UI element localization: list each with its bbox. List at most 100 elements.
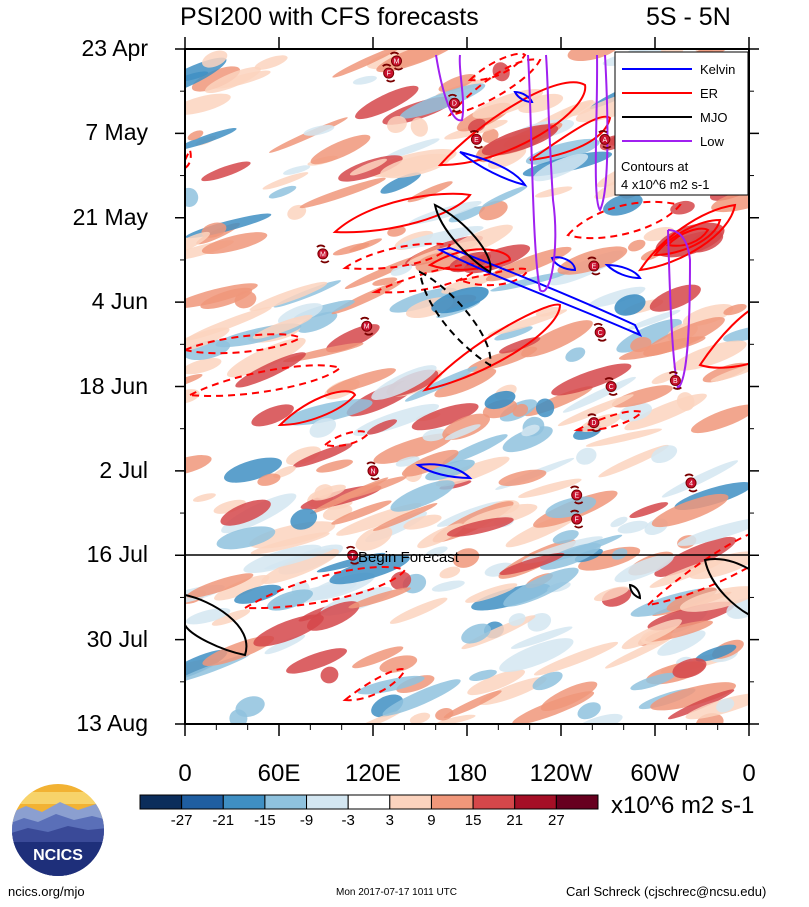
- field-blob: [521, 320, 593, 358]
- field-blob: [627, 309, 681, 330]
- field-blob: [220, 499, 271, 526]
- field-blob: [533, 641, 619, 676]
- forecast-label: Begin Forecast: [358, 549, 460, 566]
- kelvin-contour: [550, 256, 577, 272]
- field-blob: [349, 238, 382, 252]
- field-feature: [425, 459, 475, 481]
- field-blob: [352, 75, 377, 85]
- field-blob: [234, 291, 257, 309]
- field-blob: [349, 158, 388, 176]
- field-feature: [481, 124, 559, 156]
- field-blob: [185, 358, 222, 375]
- y-tick-label: 13 Aug: [76, 710, 148, 736]
- field-blob: [557, 394, 634, 427]
- field-blob: [565, 347, 586, 362]
- field-blob: [411, 403, 479, 431]
- field-blob: [311, 484, 346, 501]
- field-blob: [444, 424, 481, 441]
- storm-label: M: [364, 324, 370, 331]
- field-blob: [243, 544, 322, 574]
- er-contour: [467, 52, 527, 82]
- field-blob: [191, 66, 241, 92]
- field-blob: [448, 206, 485, 223]
- field-blob: [611, 548, 628, 560]
- field-blob: [384, 138, 440, 159]
- field-blob: [441, 274, 493, 294]
- field-blob: [380, 153, 451, 179]
- y-tick-label: 16 Jul: [86, 541, 148, 568]
- field-blob: [422, 428, 448, 442]
- field-feature: [484, 390, 516, 410]
- field-blob: [588, 286, 646, 308]
- field-blob: [689, 551, 749, 580]
- field-blob: [485, 246, 572, 282]
- x-tick-label: 0: [178, 760, 192, 787]
- field-blob: [532, 671, 563, 691]
- colorbar-level-label: -15: [254, 812, 276, 829]
- er-contour: [437, 81, 587, 167]
- colorbar-units: x10^6 m2 s-1: [611, 792, 755, 819]
- colorbar-level-label: 27: [548, 812, 565, 829]
- colorbar-level-label: -9: [300, 812, 313, 829]
- field-blob: [619, 402, 652, 422]
- field-blob: [390, 571, 412, 590]
- storm-marker: M: [389, 51, 404, 71]
- field-blob: [426, 546, 448, 557]
- storm-label: E: [592, 263, 597, 270]
- er-contour: [277, 390, 357, 427]
- field-blob: [654, 536, 737, 577]
- field-blob: [431, 580, 465, 592]
- field-blob: [283, 399, 373, 426]
- field-blob: [723, 303, 747, 316]
- field-blob: [682, 303, 734, 327]
- kelvin-contour: [513, 90, 534, 104]
- storm-label: M: [320, 251, 326, 258]
- field-blob: [299, 177, 386, 209]
- field-blob: [605, 635, 674, 669]
- x-tick-label: 180: [446, 760, 488, 787]
- field-blob: [409, 712, 431, 724]
- y-tick-label: 21 May: [72, 203, 148, 230]
- field-blob: [355, 526, 393, 551]
- legend-label-mjo: MJO: [700, 110, 727, 125]
- field-blob: [192, 493, 216, 502]
- field-blob: [395, 226, 484, 250]
- storm-marker: C: [593, 322, 607, 342]
- er-contour: [456, 267, 530, 287]
- field-blob: [443, 690, 502, 719]
- storm-marker: C: [604, 377, 618, 396]
- storm-marker: F: [382, 63, 396, 83]
- field-blob: [309, 418, 337, 438]
- chart-title: PSI200 with CFS forecasts: [180, 3, 479, 31]
- x-tick-label: 120W: [529, 760, 593, 787]
- low-contour: [594, 54, 609, 212]
- field-blob: [446, 517, 514, 537]
- field-blob: [614, 554, 674, 583]
- field-blob: [348, 587, 411, 609]
- y-tick-label: 18 Jun: [78, 372, 148, 399]
- er-contour: [185, 333, 302, 355]
- field-blob: [533, 153, 589, 182]
- field-blob: [293, 443, 353, 468]
- field-blob: [185, 187, 199, 207]
- field-blob: [234, 584, 282, 604]
- field-blob: [390, 264, 413, 276]
- field-blob: [670, 200, 695, 215]
- field-blob: [438, 74, 476, 92]
- footer-url[interactable]: ncics.org/mjo: [8, 884, 85, 899]
- field-blob: [395, 456, 420, 467]
- colorbar-swatch: [347, 794, 391, 810]
- x-tick-label: 60W: [630, 760, 680, 787]
- field-blob: [390, 480, 455, 512]
- field-blob: [253, 614, 324, 647]
- field-blob: [552, 530, 579, 544]
- mjo-contour: [433, 203, 492, 274]
- storm-marker: M: [316, 244, 330, 264]
- field-blob: [257, 473, 281, 486]
- y-tick-label: 7 May: [85, 119, 148, 146]
- field-blob: [585, 428, 662, 447]
- field-blob: [264, 634, 306, 655]
- er-contour: [422, 303, 562, 392]
